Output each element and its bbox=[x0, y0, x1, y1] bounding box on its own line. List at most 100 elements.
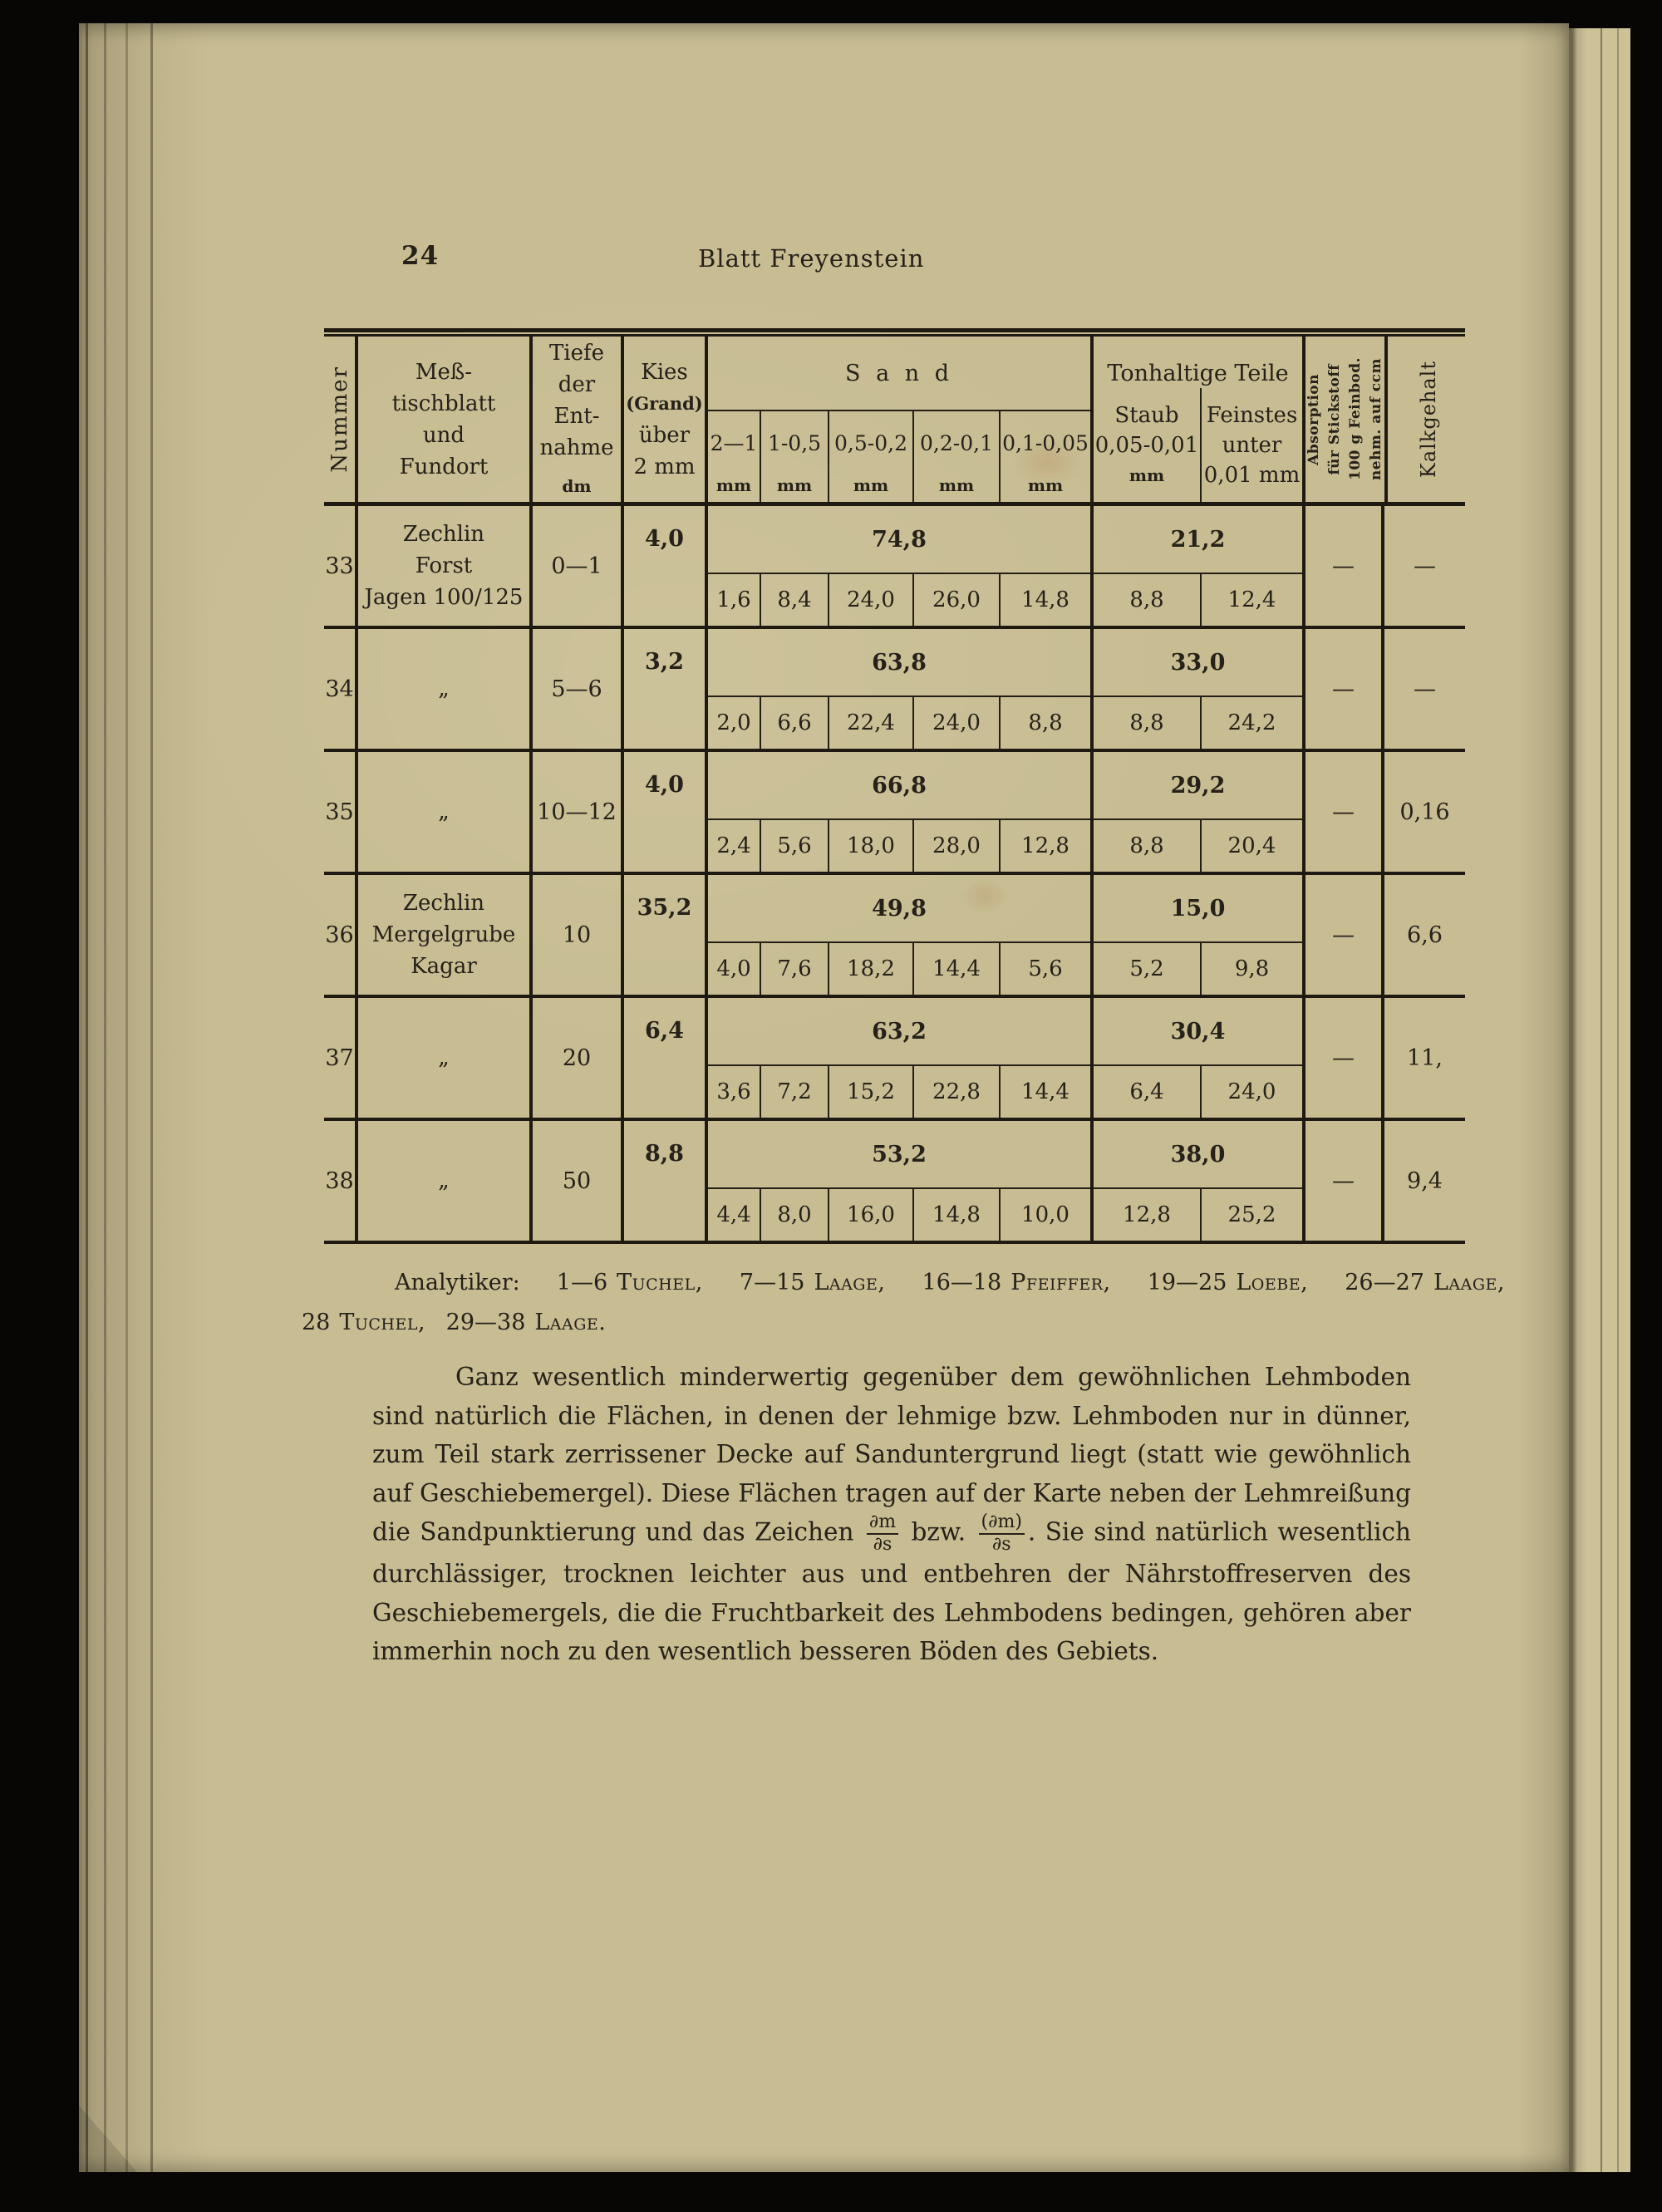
ton-total: 38,0 bbox=[1170, 1141, 1226, 1167]
header-line: Meß- bbox=[415, 359, 473, 385]
table-row: 37 „ 20 6,4 63,2 3,6 7,2 15,2 22,8 14,4 bbox=[324, 998, 1465, 1121]
tiefe-unit: dm bbox=[562, 475, 592, 496]
ton-total: 15,0 bbox=[1170, 895, 1226, 922]
analyst-name: Laage. bbox=[534, 1310, 607, 1335]
cell-fundort: „ bbox=[355, 752, 529, 872]
header-ton-group: Tonhaltige Teile Staub 0,05-0,01 mm Fein… bbox=[1090, 337, 1302, 502]
cell-fundort: „ bbox=[355, 629, 529, 749]
adjacent-page-edge bbox=[1569, 28, 1630, 2172]
cell-nummer: 34 bbox=[325, 676, 354, 702]
sand-value: 26,0 bbox=[912, 574, 999, 626]
cell-sand-group: 66,8 2,4 5,6 18,0 28,0 12,8 bbox=[705, 752, 1090, 872]
header-line: Tiefe bbox=[548, 340, 605, 366]
analyst-range: 1—6 bbox=[556, 1270, 608, 1295]
fundort-line: Zechlin bbox=[402, 891, 485, 916]
paragraph-text: bzw. bbox=[902, 1517, 976, 1546]
nummer-vertical-label: Nummer bbox=[327, 366, 352, 473]
analyst-name: Pfeiffer, bbox=[1010, 1270, 1111, 1295]
sand-value: 15,2 bbox=[828, 1066, 912, 1118]
sand-value: 7,6 bbox=[760, 943, 828, 995]
fraction-range: 0,2-0,1 bbox=[920, 431, 993, 455]
header-line: Fundort bbox=[399, 454, 489, 479]
cell-ton-group: 21,2 8,8 12,4 bbox=[1090, 506, 1302, 626]
cell-absorption: — bbox=[1302, 752, 1381, 872]
absorption-vertical-line: 100 g Feinbod. bbox=[1347, 357, 1364, 481]
cell-ton-group: 30,4 6,4 24,0 bbox=[1090, 998, 1302, 1118]
analyst-name: Tuchel, bbox=[339, 1310, 426, 1335]
sand-total: 63,8 bbox=[872, 649, 927, 676]
book-gutter-line bbox=[86, 23, 88, 2172]
cell-kalkgehalt: 9,4 bbox=[1381, 1121, 1465, 1241]
cell-tiefe: 50 bbox=[529, 1121, 621, 1241]
sand-total: 49,8 bbox=[872, 895, 927, 922]
table-top-double-rule bbox=[324, 328, 1465, 337]
cell-fundort: „ bbox=[355, 1121, 529, 1241]
sand-total: 63,2 bbox=[872, 1018, 927, 1045]
fundort-line: „ bbox=[438, 1168, 450, 1193]
analyst-name: Laage, bbox=[814, 1270, 886, 1295]
analyst-name: Tuchel, bbox=[617, 1270, 703, 1295]
header-line: 0,05-0,01 bbox=[1094, 432, 1199, 458]
header-fundort: Meß- tischblatt und Fundort bbox=[355, 337, 529, 502]
page-number: 24 bbox=[401, 241, 440, 271]
ton-fractions: 8,8 12,4 bbox=[1094, 573, 1302, 626]
header-line: 0,01 mm bbox=[1203, 462, 1301, 488]
cell-tiefe: 10—12 bbox=[529, 752, 621, 872]
sand-value: 8,0 bbox=[760, 1189, 828, 1241]
cell-nummer: 35 bbox=[325, 799, 354, 825]
analyst-item: 28 Tuchel, bbox=[302, 1310, 425, 1335]
ton-total: 29,2 bbox=[1170, 772, 1226, 799]
cell-tiefe: 20 bbox=[529, 998, 621, 1118]
header-line: Staub bbox=[1114, 402, 1179, 428]
feinstes-subheader: Feinstes unter 0,01 mm bbox=[1200, 388, 1302, 502]
body-paragraph: Ganz wesentlich minderwertig gegenüber d… bbox=[372, 1358, 1411, 1671]
soil-analysis-table: Nummer Meß- tischblatt und Fundort Tiefe… bbox=[324, 328, 1465, 1244]
fraction-unit: mm bbox=[938, 475, 975, 495]
header-line: der bbox=[558, 371, 596, 397]
cell-nummer: 37 bbox=[325, 1045, 354, 1071]
analyst-name: Loebe, bbox=[1236, 1270, 1309, 1295]
analyst-item: 16—18 Pfeiffer, bbox=[922, 1263, 1111, 1303]
fraction-range: 2—1 bbox=[710, 431, 758, 455]
partial-derivative-fraction: (∂m) ∂s bbox=[978, 1512, 1025, 1555]
sand-subheaders: 2—1 mm 1-0,5 mm 0,5-0,2 mm 0,2-0,1 bbox=[708, 410, 1090, 502]
sand-value: 22,4 bbox=[828, 697, 912, 749]
ton-value: 20,4 bbox=[1200, 820, 1302, 872]
cell-kies: 8,8 bbox=[621, 1121, 705, 1241]
fundort-line: Zechlin bbox=[402, 522, 485, 547]
fundort-line: „ bbox=[438, 1045, 450, 1070]
sand-value: 6,6 bbox=[760, 697, 828, 749]
sand-value: 4,0 bbox=[716, 956, 751, 981]
cell-fundort: Zechlin Mergelgrube Kagar bbox=[355, 875, 529, 995]
fraction-unit: mm bbox=[1027, 475, 1064, 495]
ton-value: 25,2 bbox=[1200, 1189, 1302, 1241]
book-gutter-line bbox=[150, 23, 153, 2172]
fundort-line: „ bbox=[438, 799, 450, 824]
page-edge-line bbox=[1601, 28, 1602, 2172]
sand-value: 24,0 bbox=[828, 574, 912, 626]
cell-kies: 4,0 bbox=[621, 506, 705, 626]
sand-value: 2,4 bbox=[716, 833, 751, 858]
kalkgehalt-vertical-label: Kalkgehalt bbox=[1416, 360, 1440, 479]
analyst-item: 26—27 Laage, bbox=[1345, 1263, 1505, 1303]
header-kies: Kies (Grand) über 2 mm bbox=[621, 337, 705, 502]
header-line: Kies bbox=[641, 359, 688, 385]
fraction-unit: mm bbox=[715, 475, 752, 495]
cell-kalkgehalt: 0,16 bbox=[1381, 752, 1465, 872]
cell-kalkgehalt: 11, bbox=[1381, 998, 1465, 1118]
ton-value: 8,8 bbox=[1129, 710, 1164, 735]
sand-subheader: 0,5-0,2 mm bbox=[828, 411, 912, 502]
sand-value: 3,6 bbox=[716, 1079, 751, 1104]
ton-group-title: Tonhaltige Teile bbox=[1107, 361, 1289, 386]
header-line: unter bbox=[1222, 432, 1282, 458]
sand-value: 28,0 bbox=[912, 820, 999, 872]
cell-sand-group: 53,2 4,4 8,0 16,0 14,8 10,0 bbox=[705, 1121, 1090, 1241]
analyst-item: 1—6 Tuchel, bbox=[557, 1263, 703, 1303]
cell-kalkgehalt: — bbox=[1381, 506, 1465, 626]
sand-fractions: 4,0 7,6 18,2 14,4 5,6 bbox=[708, 941, 1090, 995]
cell-kies: 35,2 bbox=[621, 875, 705, 995]
ton-value: 6,4 bbox=[1129, 1079, 1164, 1104]
cell-absorption: — bbox=[1302, 998, 1381, 1118]
header-kalkgehalt: Kalkgehalt bbox=[1384, 337, 1468, 502]
sand-value: 14,8 bbox=[912, 1189, 999, 1241]
